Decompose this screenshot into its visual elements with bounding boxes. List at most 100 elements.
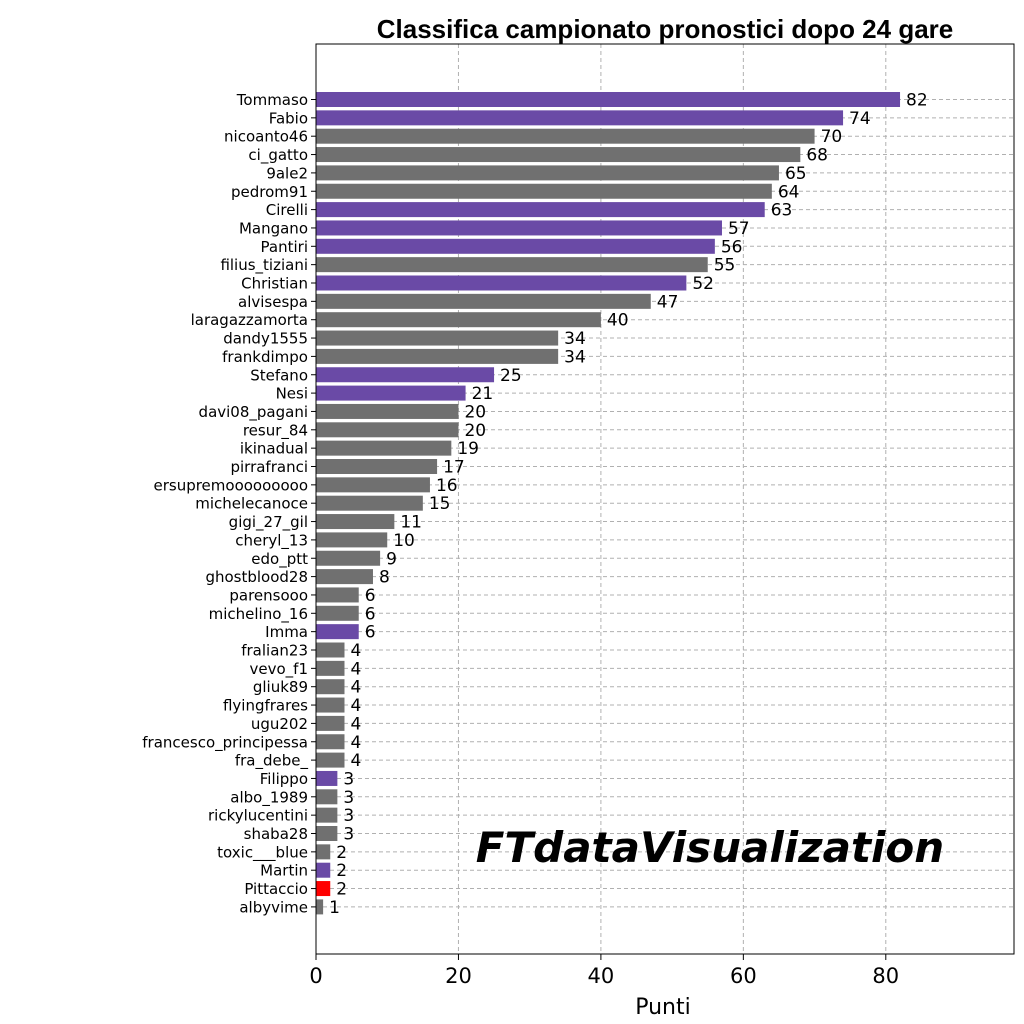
bar: [316, 367, 495, 383]
category-label: frankdimpo: [222, 348, 308, 366]
bar: [316, 605, 359, 621]
category-label: laragazzamorta: [191, 311, 308, 329]
bar: [316, 899, 324, 915]
bar: [316, 110, 844, 126]
category-label: flyingfrares: [223, 697, 308, 715]
bar: [316, 569, 373, 585]
value-label: 4: [350, 733, 361, 753]
category-label: ci_gatto: [248, 146, 308, 165]
bar: [316, 807, 338, 823]
bar: [316, 385, 466, 401]
value-label: 4: [350, 678, 361, 698]
bar: [316, 752, 345, 768]
value-label: 2: [336, 861, 347, 881]
bar: [316, 844, 331, 860]
category-label: ghostblood28: [205, 568, 308, 586]
value-label: 63: [771, 201, 793, 221]
value-label: 82: [906, 91, 928, 111]
category-label: Christian: [241, 275, 308, 293]
category-label: ersupremooooooooo: [153, 476, 308, 494]
value-label: 6: [365, 604, 376, 624]
value-label: 34: [564, 347, 586, 367]
bar: [316, 440, 452, 456]
value-label: 10: [393, 531, 415, 551]
value-label: 55: [714, 256, 736, 276]
bar: [316, 642, 345, 658]
bar: [316, 165, 779, 181]
x-tick-label: 0: [309, 964, 322, 988]
category-label: Pantiri: [261, 238, 308, 256]
value-label: 3: [343, 825, 354, 845]
value-label: 15: [429, 494, 451, 514]
value-label: 34: [564, 329, 586, 349]
bar: [316, 238, 715, 254]
category-label: rickylucentini: [208, 807, 308, 825]
category-label: Nesi: [276, 385, 308, 403]
value-label: 21: [472, 384, 494, 404]
bar: [316, 477, 430, 493]
category-label: ugu202: [251, 715, 308, 733]
bar: [316, 679, 345, 695]
value-label: 9: [386, 549, 397, 569]
category-label: shaba28: [244, 825, 308, 843]
bar: [316, 459, 438, 474]
bar: [316, 514, 395, 530]
category-label: gliuk89: [253, 678, 308, 696]
bar: [316, 330, 559, 346]
value-label: 2: [336, 843, 347, 863]
category-label: albyvime: [239, 898, 308, 916]
bar: [316, 257, 708, 273]
category-label: fralian23: [241, 642, 308, 660]
category-label: gigi_27_gil: [229, 513, 308, 532]
value-label: 3: [343, 806, 354, 826]
category-label: fra_debe_: [235, 752, 309, 771]
category-label: Stefano: [250, 366, 308, 384]
bar: [316, 275, 687, 291]
bar: [316, 697, 345, 713]
bar: [316, 495, 423, 511]
category-label: vevo_f1: [250, 660, 308, 679]
category-label: Fabio: [269, 109, 308, 127]
category-label: cheryl_13: [235, 531, 308, 550]
bar: [316, 550, 381, 566]
value-label: 2: [336, 880, 347, 900]
value-label: 74: [849, 109, 871, 129]
category-label: ikinadual: [240, 440, 308, 458]
bar: [316, 862, 331, 878]
category-label: Filippo: [260, 770, 308, 788]
value-label: 4: [350, 696, 361, 716]
value-label: 64: [778, 182, 800, 202]
value-label: 3: [343, 769, 354, 789]
value-label: 6: [365, 623, 376, 643]
value-label: 56: [721, 237, 743, 257]
value-label: 65: [785, 164, 807, 184]
bar: [316, 293, 651, 309]
grid-lines: [316, 44, 1014, 954]
category-label: Mangano: [239, 219, 308, 237]
bar: [316, 183, 772, 199]
watermark-logo: FTdataVisualization: [476, 823, 944, 872]
bar: [316, 312, 601, 328]
chart-title: Classifica campionato pronostici dopo 24…: [376, 14, 954, 44]
category-label: edo_ptt: [251, 550, 308, 569]
bar: [316, 587, 359, 603]
value-label: 47: [657, 292, 679, 312]
plot-frame: [315, 43, 1015, 955]
category-label: 9ale2: [266, 164, 308, 182]
value-label: 4: [350, 751, 361, 771]
bar: [316, 715, 345, 731]
category-label: parensooo: [229, 586, 308, 604]
category-label: Tommaso: [236, 91, 308, 109]
x-tick-label: 60: [730, 964, 757, 988]
category-label: michelino_16: [209, 605, 308, 624]
bar: [316, 220, 722, 236]
bar: [316, 624, 359, 640]
value-label: 17: [443, 458, 465, 478]
category-label: toxic___blue: [217, 843, 308, 862]
category-label: pirrafranci: [230, 458, 308, 476]
category-label: alvisespa: [238, 293, 308, 311]
value-label: 25: [500, 366, 522, 386]
bar: [316, 403, 459, 419]
value-label: 6: [365, 586, 376, 606]
